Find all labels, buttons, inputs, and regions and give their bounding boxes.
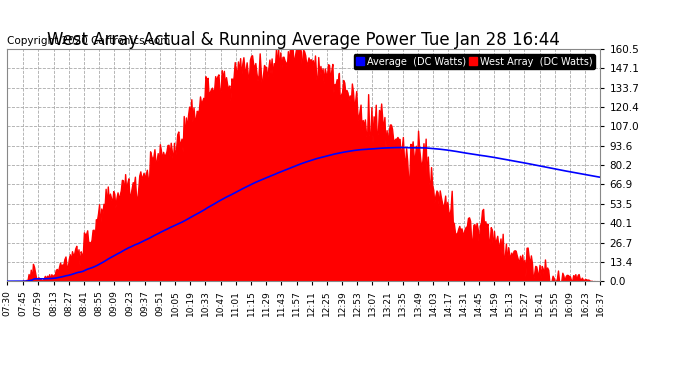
Title: West Array Actual & Running Average Power Tue Jan 28 16:44: West Array Actual & Running Average Powe… (47, 31, 560, 49)
Legend: Average  (DC Watts), West Array  (DC Watts): Average (DC Watts), West Array (DC Watts… (353, 54, 595, 69)
Text: Copyright 2020 Cartronics.com: Copyright 2020 Cartronics.com (8, 36, 170, 46)
